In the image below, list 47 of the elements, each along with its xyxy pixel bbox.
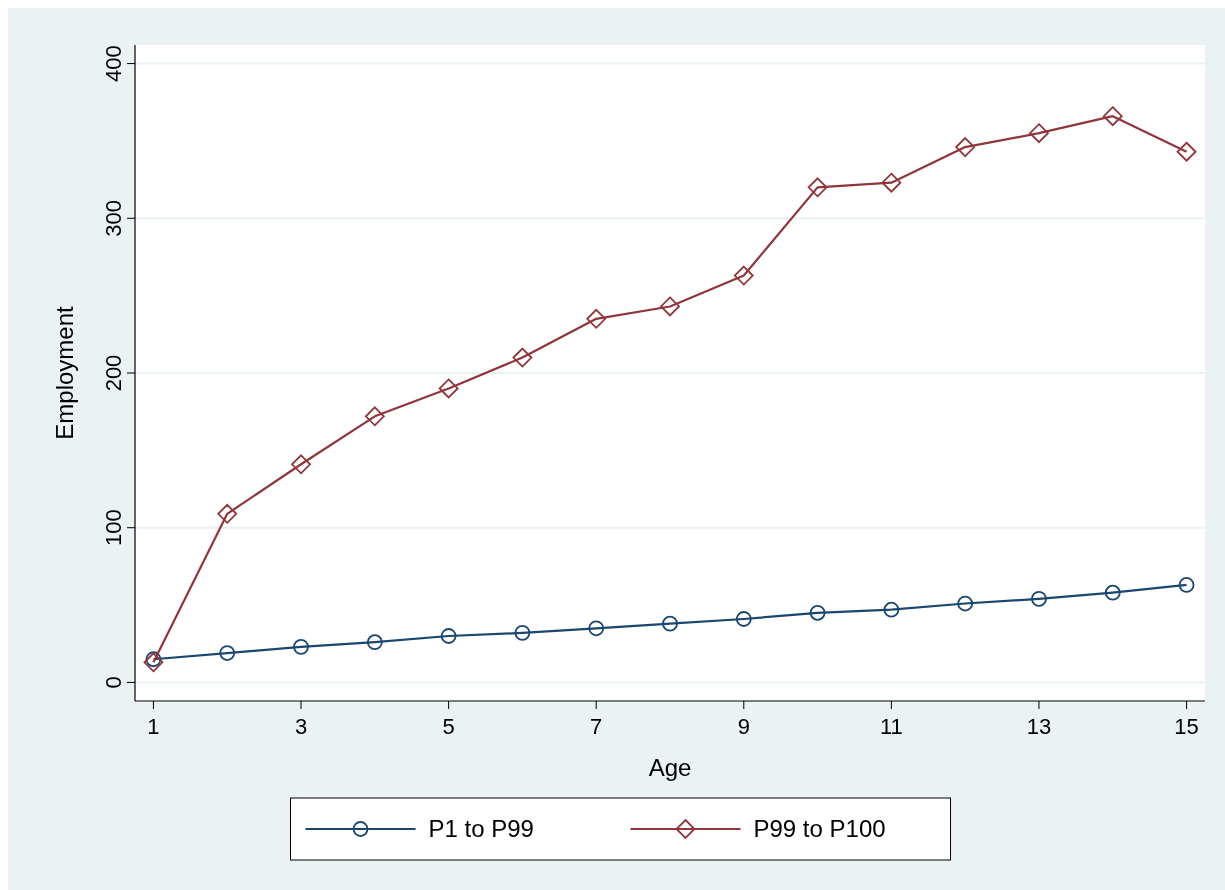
point — [957, 595, 974, 612]
point — [1031, 590, 1047, 607]
point — [735, 611, 752, 627]
point — [881, 172, 902, 193]
point — [440, 628, 457, 644]
point — [364, 406, 385, 427]
y-tick-label: 400 — [101, 45, 126, 82]
x-tick-label: 3 — [294, 714, 308, 739]
point — [512, 347, 533, 368]
point — [955, 137, 976, 158]
point — [586, 308, 607, 329]
point — [807, 177, 828, 198]
point — [660, 296, 680, 317]
x-tick-label: 5 — [442, 714, 455, 739]
x-tick-label: 15 — [1174, 714, 1199, 739]
x-tick-label: 11 — [879, 714, 903, 739]
x-tick-label: 7 — [590, 714, 603, 739]
point — [293, 638, 309, 655]
point — [1104, 584, 1121, 601]
point — [1176, 141, 1197, 162]
y-tick-label: 200 — [101, 354, 126, 392]
legend-label: P99 to P100 — [753, 815, 886, 842]
point — [733, 265, 754, 286]
x-tick-label: 1 — [147, 714, 160, 739]
point — [145, 651, 162, 668]
x-axis-title: Age — [648, 754, 692, 781]
point — [588, 620, 605, 637]
point — [809, 604, 826, 621]
point — [438, 378, 459, 399]
point — [514, 625, 531, 641]
point — [291, 454, 311, 475]
x-tick-label: 13 — [1026, 714, 1052, 739]
y-tick-label: 300 — [101, 199, 126, 237]
point — [143, 652, 164, 673]
point — [219, 645, 236, 661]
y-tick-label: 0 — [101, 676, 126, 689]
point — [1102, 106, 1123, 127]
point — [217, 503, 238, 524]
point — [883, 601, 900, 618]
x-tick-label: 9 — [737, 714, 750, 739]
y-axis-title: Employment — [51, 305, 78, 440]
y-tick-label: 100 — [101, 509, 126, 547]
point — [366, 634, 383, 651]
point — [662, 615, 678, 632]
point — [1178, 577, 1195, 593]
legend-label: P1 to P99 — [428, 815, 534, 842]
point — [1029, 123, 1049, 144]
